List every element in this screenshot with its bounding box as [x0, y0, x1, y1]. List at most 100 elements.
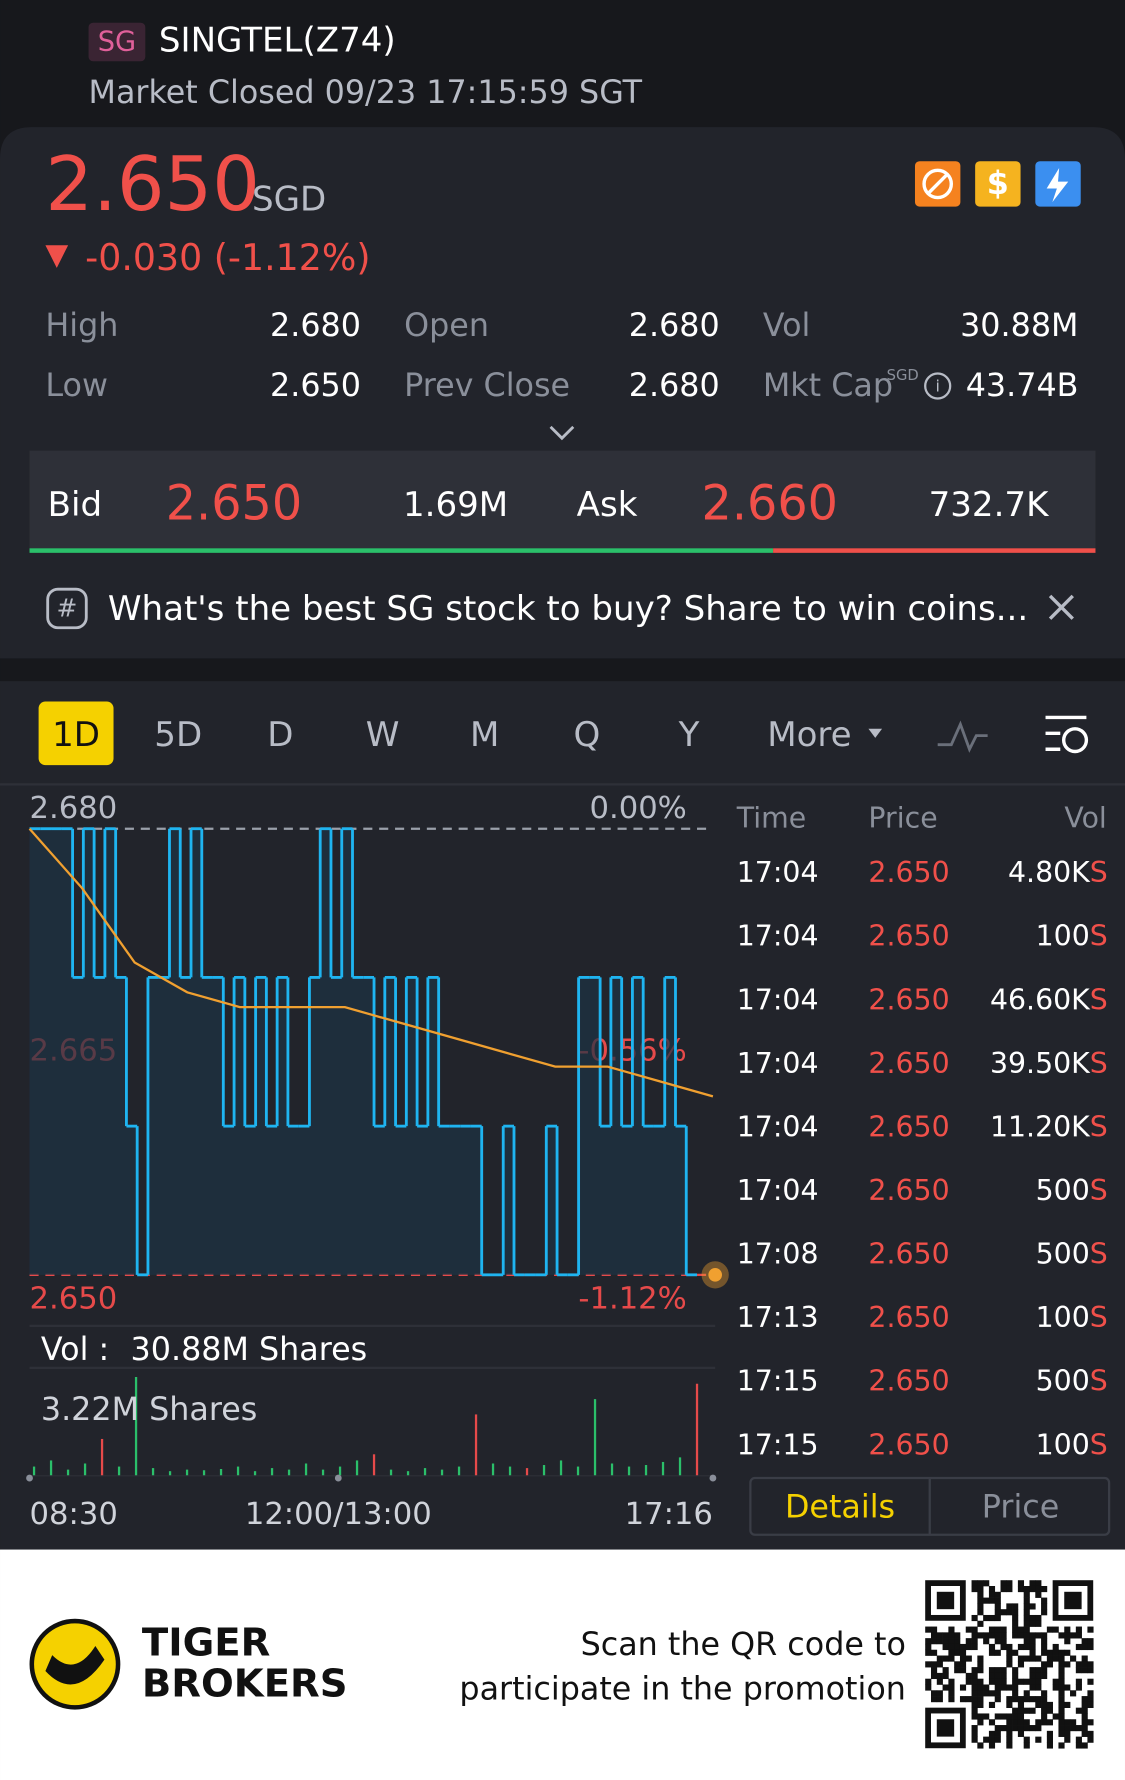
settings-icon[interactable] — [1045, 715, 1087, 751]
qr-module — [1012, 1672, 1019, 1680]
qr-module — [1035, 1667, 1042, 1674]
icon-glyph — [1046, 168, 1069, 203]
indicator-icon[interactable] — [937, 720, 988, 753]
period-tab[interactable]: Q — [574, 715, 601, 755]
qr-module — [1046, 1707, 1053, 1714]
qr-module — [1006, 1719, 1013, 1726]
qr-module — [977, 1655, 984, 1662]
qr-module — [1052, 1649, 1059, 1656]
qr-module — [1075, 1661, 1082, 1668]
qr-module — [1006, 1603, 1013, 1610]
qr-module — [930, 1672, 938, 1680]
qr-module — [1006, 1696, 1013, 1703]
qr-module — [1000, 1609, 1007, 1616]
x-tick-label: 17:16 — [625, 1497, 713, 1532]
ask-label: Ask — [577, 485, 638, 525]
qr-module — [977, 1690, 984, 1697]
qr-module — [971, 1580, 978, 1587]
trade-vol: 46.60K — [990, 983, 1091, 1016]
qr-module — [977, 1701, 984, 1709]
period-tab[interactable]: M — [470, 715, 499, 755]
qr-module — [1058, 1667, 1065, 1674]
period-tab[interactable]: More — [767, 715, 851, 755]
qr-module — [954, 1643, 961, 1651]
qr-module — [1064, 1719, 1071, 1726]
qr-finder — [936, 1719, 955, 1737]
qr-finder — [936, 1591, 955, 1610]
period-tab[interactable]: Y — [678, 715, 700, 755]
qr-module — [965, 1655, 972, 1662]
tab-price[interactable]: Price — [982, 1490, 1059, 1526]
qr-module — [1023, 1632, 1030, 1639]
qr-module — [1081, 1661, 1088, 1668]
qr-module — [1081, 1719, 1088, 1726]
trade-vol: 500 — [1036, 1174, 1090, 1207]
trade-price: 2.650 — [868, 1238, 949, 1271]
qr-module — [1029, 1655, 1036, 1662]
qr-module — [977, 1620, 984, 1627]
qr-module — [1000, 1725, 1007, 1732]
exchange: SG — [98, 27, 136, 58]
qr-code — [925, 1580, 1094, 1749]
qr-module — [1023, 1725, 1030, 1732]
icon-dividend[interactable] — [975, 161, 1021, 207]
qr-module — [988, 1736, 996, 1743]
orderbook — [29, 450, 1096, 549]
qr-module — [977, 1585, 984, 1593]
period-tab[interactable]: W — [366, 715, 400, 755]
info-icon[interactable] — [924, 372, 952, 400]
qr-module — [1052, 1684, 1059, 1691]
icon-glyph — [922, 168, 954, 200]
qr-module — [983, 1614, 990, 1622]
trade-price: 2.650 — [868, 1365, 949, 1398]
bid-label: Bid — [48, 485, 102, 525]
qr-module — [988, 1690, 996, 1697]
qr-module — [1046, 1649, 1053, 1656]
icon-glyph: $ — [987, 166, 1009, 202]
qr-module — [1006, 1701, 1013, 1709]
close-banner[interactable] — [1048, 594, 1074, 620]
period-tab[interactable]: D — [267, 715, 293, 755]
stat-value: 2.680 — [629, 368, 720, 404]
qr-module — [988, 1632, 996, 1639]
stock-name: SINGTEL(Z74) — [159, 21, 396, 61]
qr-module — [1035, 1632, 1042, 1639]
qr-module — [1081, 1667, 1088, 1674]
qr-module — [988, 1626, 996, 1633]
trade-price: 2.650 — [868, 1047, 949, 1080]
qr-module — [1023, 1603, 1030, 1610]
qr-module — [1052, 1643, 1059, 1651]
qr-module — [1023, 1638, 1030, 1645]
down-arrow — [45, 245, 69, 268]
trade-side: S — [1090, 920, 1108, 953]
qr-module — [1041, 1585, 1048, 1593]
qr-module — [1058, 1742, 1065, 1749]
trade-time: 17:04 — [737, 1174, 819, 1207]
banner[interactable]: What's the best SG stock to buy? Share t… — [108, 589, 1028, 629]
qr-module — [1058, 1655, 1065, 1662]
qr-module — [1012, 1713, 1019, 1720]
qr-module — [988, 1730, 996, 1737]
qr-module — [1075, 1707, 1082, 1714]
period-tab[interactable]: 5D — [154, 715, 202, 755]
qr-module — [977, 1742, 984, 1749]
trade-vol: 500 — [1036, 1238, 1090, 1271]
expand-chevron[interactable] — [549, 425, 575, 441]
tab-details[interactable]: Details — [785, 1490, 895, 1526]
qr-module — [930, 1632, 938, 1639]
qr-module — [1064, 1736, 1071, 1743]
qr-module — [1012, 1678, 1019, 1685]
topic-icon — [46, 587, 88, 630]
period-tab[interactable]: 1D — [52, 715, 100, 755]
qr-module — [1006, 1585, 1013, 1593]
qr-module — [930, 1690, 938, 1697]
qr-module — [936, 1678, 943, 1685]
qr-module — [948, 1638, 955, 1645]
qr-module — [1017, 1655, 1025, 1662]
qr-module — [977, 1719, 984, 1726]
qr-module — [983, 1713, 990, 1720]
qr-module — [1081, 1730, 1088, 1737]
qr-module — [1017, 1707, 1025, 1714]
bid-size: 1.69M — [403, 485, 508, 525]
trade-time: 17:04 — [737, 983, 819, 1016]
